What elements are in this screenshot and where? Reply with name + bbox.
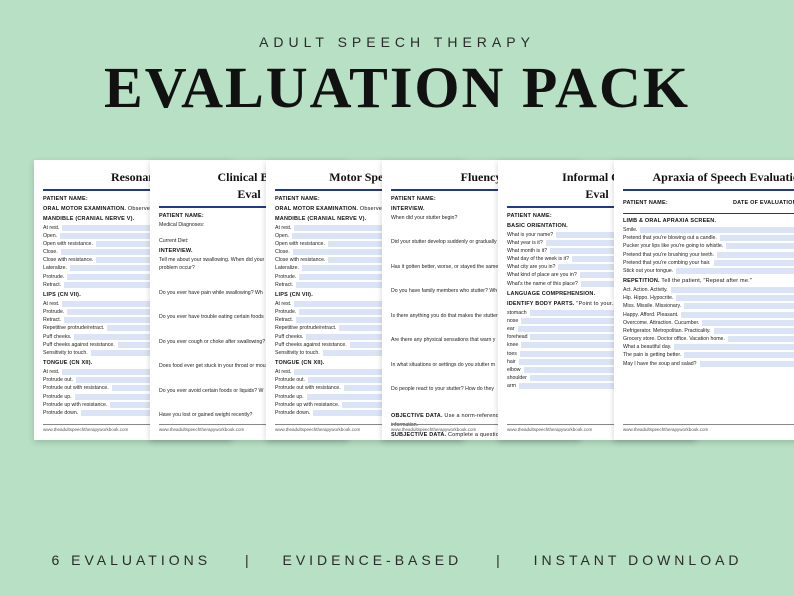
header-subtitle: ADULT SPEECH THERAPY bbox=[0, 34, 794, 50]
form-line: Happy. Afford. Pleasant. bbox=[623, 312, 794, 318]
form-line: Pucker your lips like you're going to wh… bbox=[623, 243, 794, 249]
page-footer: www.theadultspeechtherapyworkbook.com bbox=[623, 424, 794, 432]
field-header: DATE OF EVALUATION: bbox=[733, 200, 794, 206]
feature-a: 6 EVALUATIONS bbox=[51, 552, 211, 568]
separator: | bbox=[245, 552, 249, 568]
form-line: May I have the soup and salad? bbox=[623, 361, 794, 367]
field-header: REPETITION. Tell the patient, "Repeat af… bbox=[623, 278, 794, 284]
separator: | bbox=[496, 552, 500, 568]
feature-b: EVIDENCE-BASED bbox=[282, 552, 462, 568]
form-line: What a beautiful day. bbox=[623, 344, 794, 350]
field-header: LIMB & ORAL APRAXIA SCREEN. bbox=[623, 218, 794, 224]
form-line: Hip. Hippo. Hypocrite. bbox=[623, 295, 794, 301]
field-header: PATIENT NAME: bbox=[623, 200, 725, 206]
form-line: Grocery store. Doctor office. Vacation h… bbox=[623, 336, 794, 342]
form-line: Pretend that you're blowing out a candle… bbox=[623, 235, 794, 241]
header-title: EVALUATION PACK bbox=[0, 54, 794, 121]
form-line: Pretend that you're combing your hair. bbox=[623, 260, 794, 266]
form-line: Smile. bbox=[623, 227, 794, 233]
form-line: The pain is getting better. bbox=[623, 352, 794, 358]
bottom-bar: 6 EVALUATIONS | EVIDENCE-BASED | INSTANT… bbox=[0, 552, 794, 568]
page-preview: Apraxia of Speech Evaluation PATIENT NAME… bbox=[614, 160, 794, 440]
form-line: Stick out your tongue. bbox=[623, 268, 794, 274]
feature-c: INSTANT DOWNLOAD bbox=[534, 552, 743, 568]
form-line: Refrigerator. Metropolitan. Practicality… bbox=[623, 328, 794, 334]
form-line: Pretend that you're brushing your teeth. bbox=[623, 252, 794, 258]
page-title: Apraxia of Speech Evaluation bbox=[623, 170, 794, 185]
header: ADULT SPEECH THERAPY EVALUATION PACK bbox=[0, 0, 794, 121]
form-line: Overcome. Attraction. Cucumber. bbox=[623, 320, 794, 326]
form-line: Miss. Missile. Missionary. bbox=[623, 303, 794, 309]
page-previews: ResonanPATIENT NAME:ORAL MOTOR EXAMINATI… bbox=[0, 160, 794, 520]
form-line: Act. Action. Activity. bbox=[623, 287, 794, 293]
